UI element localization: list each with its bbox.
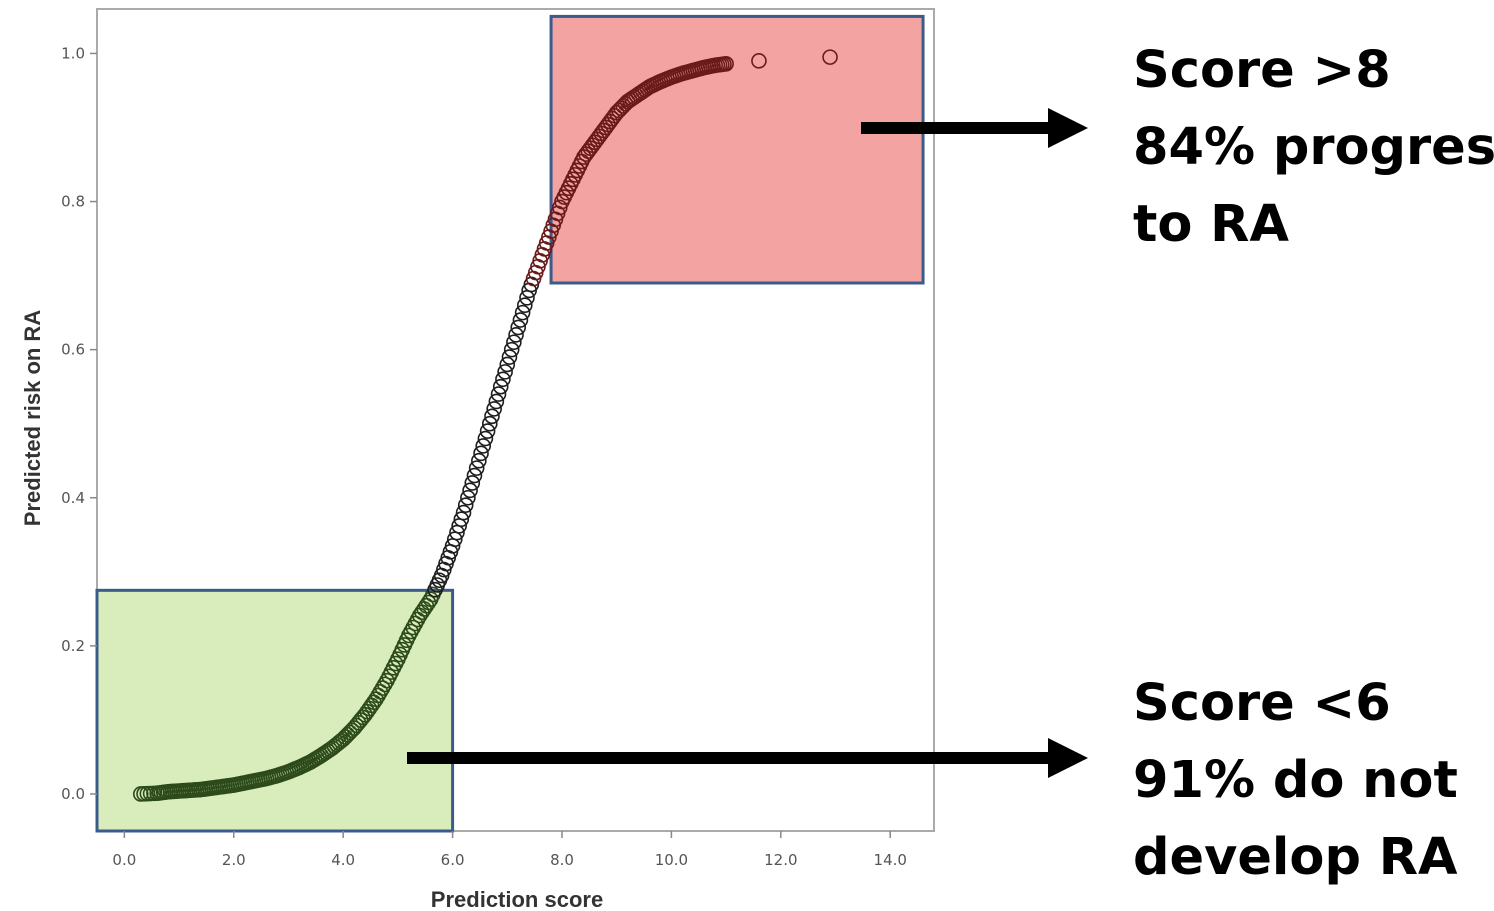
data-point [473,445,489,462]
data-point [455,504,472,521]
data-point [376,676,393,693]
x-tick-label: 0.0 [112,851,136,869]
callout-arrows [407,108,1088,778]
data-point [822,49,838,65]
data-point [751,53,767,69]
data-point [503,341,520,358]
arrow-top-head [1048,108,1088,148]
annotation-high-line-2: 84% progress [1133,118,1494,177]
arrow-bottom-head [1048,738,1088,778]
annotation-low-line-3: develop RA [1133,828,1458,887]
data-point [499,356,516,373]
data-point [516,297,533,314]
data-point [374,680,391,696]
data-point [453,511,470,528]
data-point [490,386,507,402]
y-tick-label: 0.4 [61,489,85,507]
annotation-high-line-1: Score >8 [1133,41,1391,100]
data-point [420,594,437,611]
data-point [481,415,498,432]
x-tick-label: 10.0 [655,851,688,869]
data-point [486,401,502,417]
x-tick-label: 8.0 [550,851,574,869]
data-point [464,475,481,491]
y-axis-label: Predicted risk on RA [20,310,45,527]
data-point [479,423,496,439]
data-point [460,489,476,506]
y-tick-label: 0.8 [61,193,85,211]
y-tick-label: 1.0 [61,44,85,62]
data-point [475,438,492,454]
annotation-low-line-1: Score <6 [1133,674,1391,733]
y-tick-label: 0.0 [61,785,85,803]
data-point [492,378,509,395]
data-point [512,312,529,328]
x-tick-label: 4.0 [331,851,355,869]
data-point [477,430,494,447]
data-point [501,349,518,365]
data-point [471,452,487,469]
data-point [495,371,511,388]
x-tick-label: 6.0 [441,851,465,869]
data-point [506,334,522,351]
data-point [462,482,478,499]
data-point [508,327,524,343]
data-point [457,497,474,513]
data-point [466,467,483,484]
annotation-high-score: Score >8 84% progress to RA [1133,32,1494,263]
data-point [718,55,734,72]
data-point [484,408,500,425]
annotation-low-line-2: 91% do not [1133,751,1458,810]
data-points [132,49,838,802]
data-point [510,319,527,336]
y-tick-label: 0.2 [61,637,85,655]
data-point [514,304,531,321]
x-tick-label: 12.0 [764,851,797,869]
annotation-low-score: Score <6 91% do not develop RA [1133,665,1458,896]
region-high [549,14,925,285]
y-tick-label: 0.6 [61,341,85,359]
x-tick-label: 2.0 [222,851,246,869]
data-point [468,460,485,476]
axis-ticks: 0.0 2.0 4.0 6.0 8.0 10.0 12.0 14.0 0.0 0.2 0.4 0.6 0… [61,44,907,869]
highlight-regions [95,14,925,833]
x-axis-label: Prediction score [431,887,603,911]
annotation-high-line-3: to RA [1133,195,1289,254]
data-point [497,364,513,380]
data-point [488,393,505,410]
x-tick-label: 14.0 [874,851,907,869]
